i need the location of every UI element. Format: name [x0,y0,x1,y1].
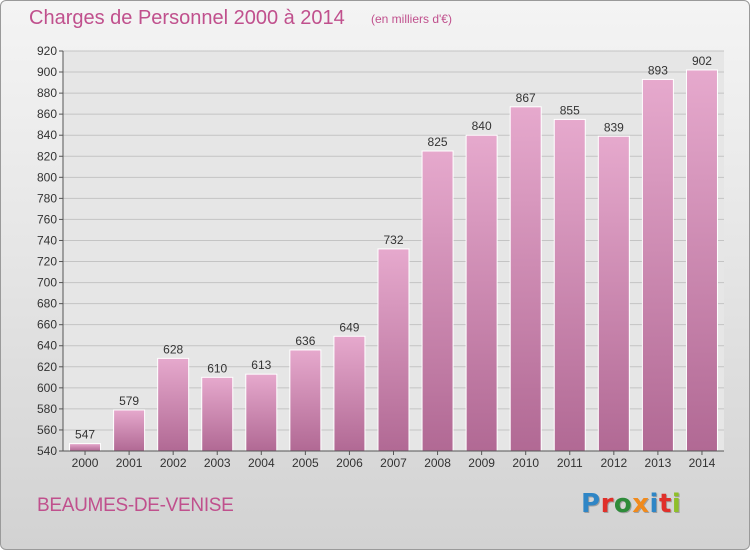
bar-value-label: 628 [163,342,183,356]
y-tick-label: 720 [37,255,57,269]
bar-value-label: 867 [516,91,536,105]
bars: 547 579 628 610 613 636 649 732 825 840 867 855 839 8… [69,54,718,452]
x-tick-label: 2003 [204,456,231,470]
bar-value-label: 610 [207,361,227,375]
x-tick-label: 2012 [600,456,627,470]
bar-value-label: 825 [428,135,448,149]
bar [113,409,146,452]
bar [69,443,102,452]
bar-value-label: 613 [251,358,271,372]
y-tick-label: 740 [37,233,57,247]
chart-title: Charges de Personnel 2000 à 2014 [29,7,345,29]
bar [421,150,454,452]
bar [685,69,718,452]
bar [377,248,410,452]
proxiti-logo[interactable]: Proxiti [581,489,681,519]
bar-value-label: 893 [648,63,668,77]
x-tick-label: 2008 [424,456,451,470]
bar-value-label: 840 [472,119,492,133]
bar [333,335,366,452]
y-tick-label: 840 [37,128,57,142]
bar [289,349,322,452]
bar [201,376,234,452]
logo-letter: o [613,489,633,519]
x-tick-label: 2006 [336,456,363,470]
bar-value-label: 636 [295,334,315,348]
y-tick-label: 920 [37,44,57,58]
commune-name: BEAUMES-DE-VENISE [37,495,234,516]
x-tick-label: 2004 [248,456,275,470]
x-tick-label: 2009 [468,456,495,470]
chart-unit-note: (en milliers d'€) [371,12,452,26]
bar-value-label: 649 [339,320,359,334]
y-tick-label: 800 [37,170,57,184]
bar [245,373,278,452]
bar-value-label: 732 [383,233,403,247]
bar-value-label: 839 [604,120,624,134]
logo-letter: t [658,489,672,519]
x-tick-label: 2005 [292,456,319,470]
y-tick-label: 560 [37,423,57,437]
y-tick-label: 860 [37,107,57,121]
logo-letter: P [581,489,601,519]
x-tick-label: 2013 [645,456,672,470]
bar [553,118,586,452]
bar [157,357,190,452]
bar-value-label: 855 [560,103,580,117]
bar [465,134,498,452]
y-tick-label: 600 [37,381,57,395]
x-tick-label: 2001 [116,456,143,470]
y-tick-label: 900 [37,65,57,79]
bar-value-label: 547 [75,428,95,442]
bar [509,106,542,452]
bar [641,78,674,452]
bar-value-label: 902 [692,54,712,68]
y-tick-label: 680 [37,297,57,311]
bar-value-label: 579 [119,394,139,408]
x-tick-label: 2000 [72,456,99,470]
y-tick-label: 780 [37,191,57,205]
x-axis: 2000 2001 2002 2003 2004 2005 2006 2007 2008 2009… [63,450,724,470]
logo-letter: i [671,489,682,519]
x-tick-label: 2002 [160,456,187,470]
y-tick-label: 700 [37,276,57,290]
logo-letter: r [600,489,614,519]
y-tick-label: 880 [37,86,57,100]
y-tick-label: 760 [37,212,57,226]
logo-letter: i [649,489,659,519]
x-tick-label: 2010 [512,456,539,470]
y-tick-label: 660 [37,318,57,332]
x-tick-label: 2014 [689,456,716,470]
y-tick-label: 620 [37,360,57,374]
x-tick-label: 2011 [557,456,583,470]
y-axis: 540 560 580 600 620 640 660 680 700 720 740 760 780 8… [37,44,64,458]
x-tick-label: 2007 [380,456,407,470]
y-tick-label: 540 [37,444,57,458]
y-tick-label: 640 [37,339,57,353]
y-tick-label: 580 [37,402,57,416]
bar [597,135,630,452]
y-tick-label: 820 [37,149,57,163]
logo-letter: x [632,489,650,519]
